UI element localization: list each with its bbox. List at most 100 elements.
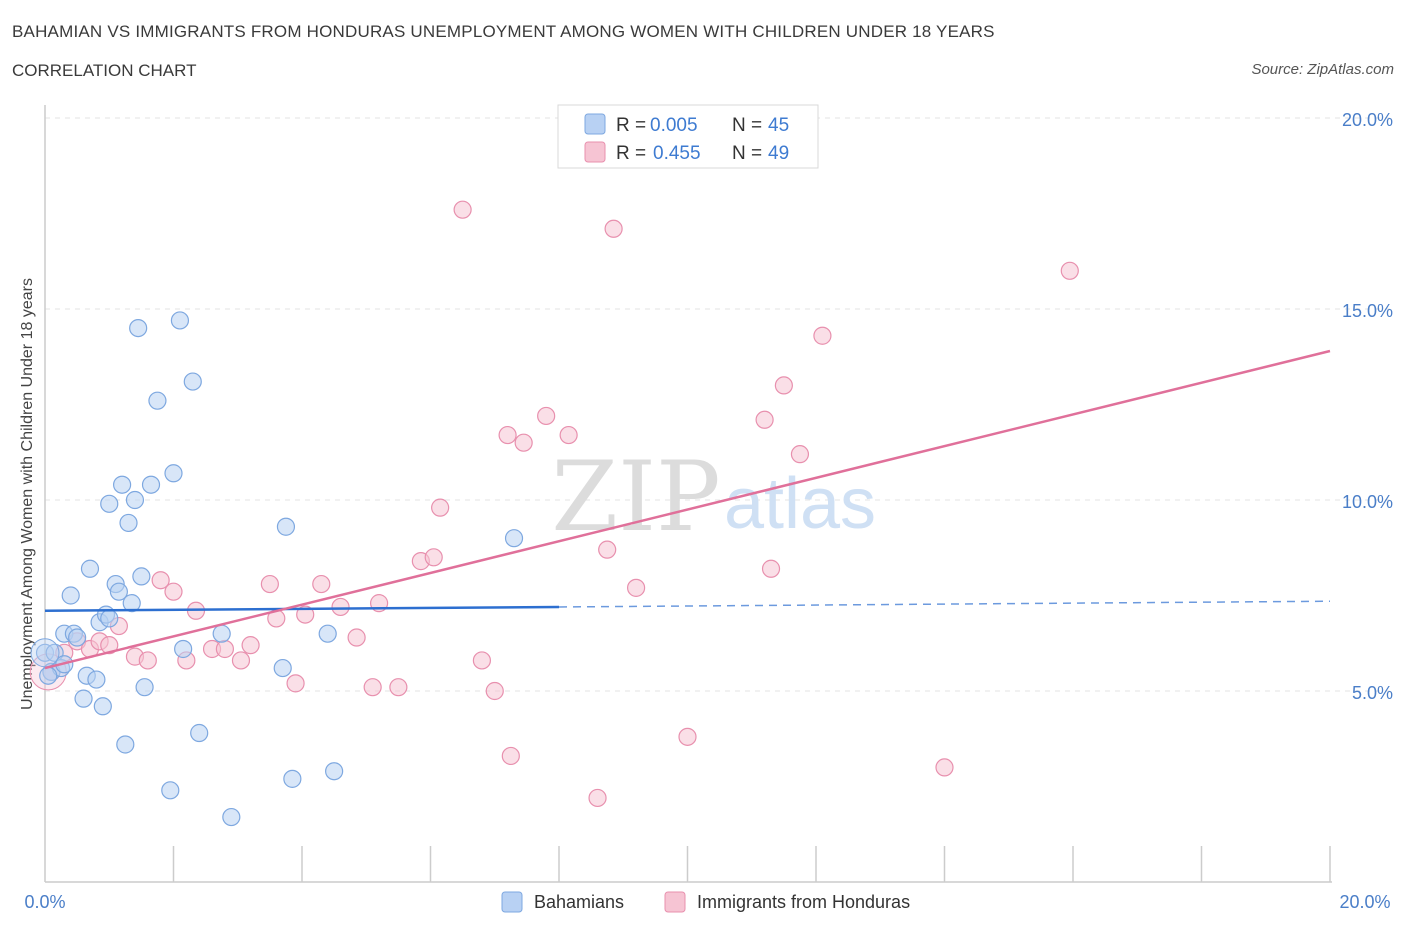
honduras-point	[296, 605, 315, 624]
honduras-point	[164, 582, 183, 601]
bahamians-point	[129, 319, 148, 338]
honduras-point	[626, 578, 646, 597]
bahamians-point	[112, 475, 132, 494]
bottom-legend-swatch-bahamians	[501, 891, 523, 913]
honduras-point	[231, 651, 251, 670]
honduras-point	[431, 498, 450, 517]
bahamians-point	[141, 475, 161, 494]
bahamians-point	[170, 311, 190, 330]
honduras-point	[501, 746, 520, 766]
honduras-point	[424, 548, 443, 567]
honduras-point	[604, 219, 623, 238]
chart-title: BAHAMIAN VS IMMIGRANTS FROM HONDURAS UNE…	[12, 22, 995, 41]
honduras-point	[774, 376, 793, 395]
honduras-point	[755, 410, 774, 429]
bahamians-point	[93, 697, 112, 716]
watermark-zip: ZIP	[551, 441, 720, 553]
y-tick-label-3: 5.0%	[1352, 683, 1393, 703]
y-tick-label-2: 10.0%	[1342, 492, 1393, 512]
bahamians-point	[116, 735, 135, 754]
honduras-point	[761, 559, 781, 578]
bahamians-point	[283, 769, 302, 788]
bahamians-point	[212, 624, 231, 643]
bahamians-point	[132, 567, 151, 586]
bahamians-point	[100, 609, 119, 628]
honduras-point	[347, 628, 366, 647]
x-tick-label-0: 0.0%	[24, 892, 65, 912]
bahamians-point	[222, 807, 241, 827]
bahamians-point	[148, 391, 167, 410]
honduras-point	[472, 651, 491, 670]
honduras-point	[363, 678, 382, 697]
bahamians-point	[109, 582, 128, 601]
bahamians-point	[87, 670, 106, 689]
x-tick-label-20: 20.0%	[1339, 892, 1390, 912]
honduras-point	[331, 597, 350, 617]
series-bahamians-points	[30, 311, 524, 827]
honduras-point	[389, 678, 408, 697]
bahamians-point	[80, 559, 100, 578]
honduras-point	[498, 425, 517, 445]
bahamians-point	[39, 666, 58, 685]
legend-n-label-0: N =	[732, 115, 762, 136]
legend-n-value-1: 49	[768, 143, 789, 164]
honduras-point	[286, 674, 305, 693]
y-tick-labels: 20.0% 15.0% 10.0% 5.0%	[1342, 110, 1393, 703]
x-axis-ticks	[172, 846, 1331, 882]
honduras-point	[485, 681, 504, 701]
honduras-point	[537, 406, 556, 426]
honduras-trend-line	[44, 349, 1331, 670]
y-axis-title: Unemployment Among Women with Children U…	[19, 278, 36, 710]
y-tick-label-1: 15.0%	[1342, 301, 1393, 321]
honduras-point	[588, 788, 607, 808]
bahamians-point	[318, 624, 337, 643]
honduras-point	[935, 758, 954, 777]
bahamians-point	[164, 464, 183, 483]
honduras-point	[514, 433, 533, 452]
correlation-legend: R = 0.005 N = 45 R = 0.455 N = 49	[557, 104, 819, 169]
bahamians-trend-extension	[558, 600, 1331, 608]
honduras-point	[453, 200, 472, 219]
honduras-point	[678, 727, 697, 746]
honduras-point	[813, 326, 832, 345]
bahamians-point	[161, 781, 180, 800]
honduras-point	[100, 636, 119, 655]
y-tick-label-0: 20.0%	[1342, 110, 1393, 130]
legend-n-value-0: 45	[768, 115, 789, 136]
bahamians-point	[504, 529, 524, 548]
bahamians-point	[174, 639, 193, 659]
honduras-point	[312, 574, 331, 594]
bahamians-point	[276, 517, 296, 536]
bottom-legend-swatch-honduras	[664, 891, 686, 913]
legend-r-label-0: R =	[616, 115, 646, 136]
honduras-point	[1060, 261, 1079, 280]
honduras-point	[151, 571, 170, 590]
honduras-point	[215, 639, 234, 659]
honduras-point	[260, 574, 279, 594]
bahamians-point	[135, 678, 154, 697]
bahamians-point	[74, 689, 93, 708]
honduras-point	[241, 636, 260, 655]
bahamians-point	[125, 490, 145, 510]
series-legend: Bahamians Immigrants from Honduras	[501, 891, 910, 913]
honduras-point	[559, 425, 578, 445]
chart-subtitle: CORRELATION CHART	[12, 61, 197, 80]
bahamians-point	[325, 762, 344, 781]
honduras-point	[138, 651, 157, 670]
bahamians-point	[119, 513, 138, 533]
bottom-legend-label-honduras: Immigrants from Honduras	[697, 892, 910, 912]
legend-r-value-0: 0.005	[650, 115, 698, 136]
bahamians-point-cluster	[30, 638, 60, 668]
source-credit: Source: ZipAtlas.com	[1251, 61, 1394, 78]
honduras-point	[598, 540, 617, 559]
legend-swatch-honduras	[584, 141, 606, 163]
watermark-atlas: atlas	[724, 464, 876, 544]
legend-n-label-1: N =	[732, 143, 762, 164]
honduras-point	[790, 445, 810, 464]
bahamians-trend-line	[44, 605, 560, 613]
legend-r-value-1: 0.455	[653, 143, 701, 164]
bottom-legend-label-bahamians: Bahamians	[534, 892, 624, 912]
bahamians-point	[122, 594, 141, 613]
trend-lines	[44, 349, 1331, 670]
